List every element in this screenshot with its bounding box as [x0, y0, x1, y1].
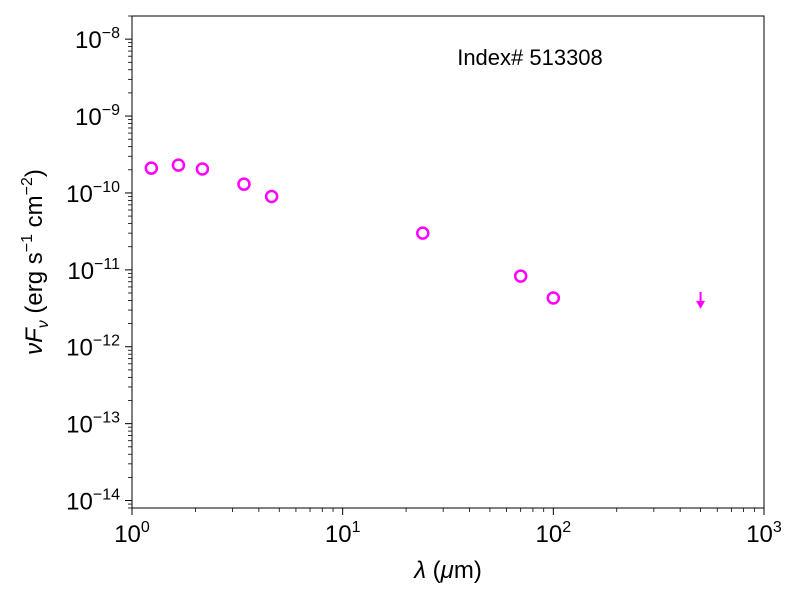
y-tick-label: 10−10 [66, 179, 120, 208]
x-tick-label: 102 [536, 519, 572, 548]
data-point [513, 269, 528, 283]
y-axis-label: νFν (erg s−1 cm−2) [19, 169, 52, 355]
y-tick-label: 10−14 [66, 487, 120, 516]
x-tick-label: 100 [114, 519, 150, 548]
data-point [416, 226, 430, 240]
y-tick-label: 10−8 [75, 25, 120, 54]
data-point [171, 158, 186, 172]
x-tick-label: 103 [746, 519, 782, 548]
plot-frame [131, 15, 765, 509]
data-point [264, 189, 279, 204]
data-point [195, 162, 210, 176]
x-axis-label: λ (μm) [412, 557, 482, 584]
index-annotation: Index# 513308 [457, 45, 603, 70]
data-point [546, 291, 561, 305]
data-point [144, 161, 159, 175]
x-tick-label: 101 [325, 519, 361, 548]
y-tick-label: 10−9 [75, 102, 120, 131]
y-tick-label: 10−12 [66, 333, 120, 362]
data-point [237, 177, 251, 191]
y-tick-label: 10−11 [67, 256, 120, 285]
y-tick-label: 10−13 [66, 410, 120, 439]
upper-limit-arrow [696, 291, 706, 309]
